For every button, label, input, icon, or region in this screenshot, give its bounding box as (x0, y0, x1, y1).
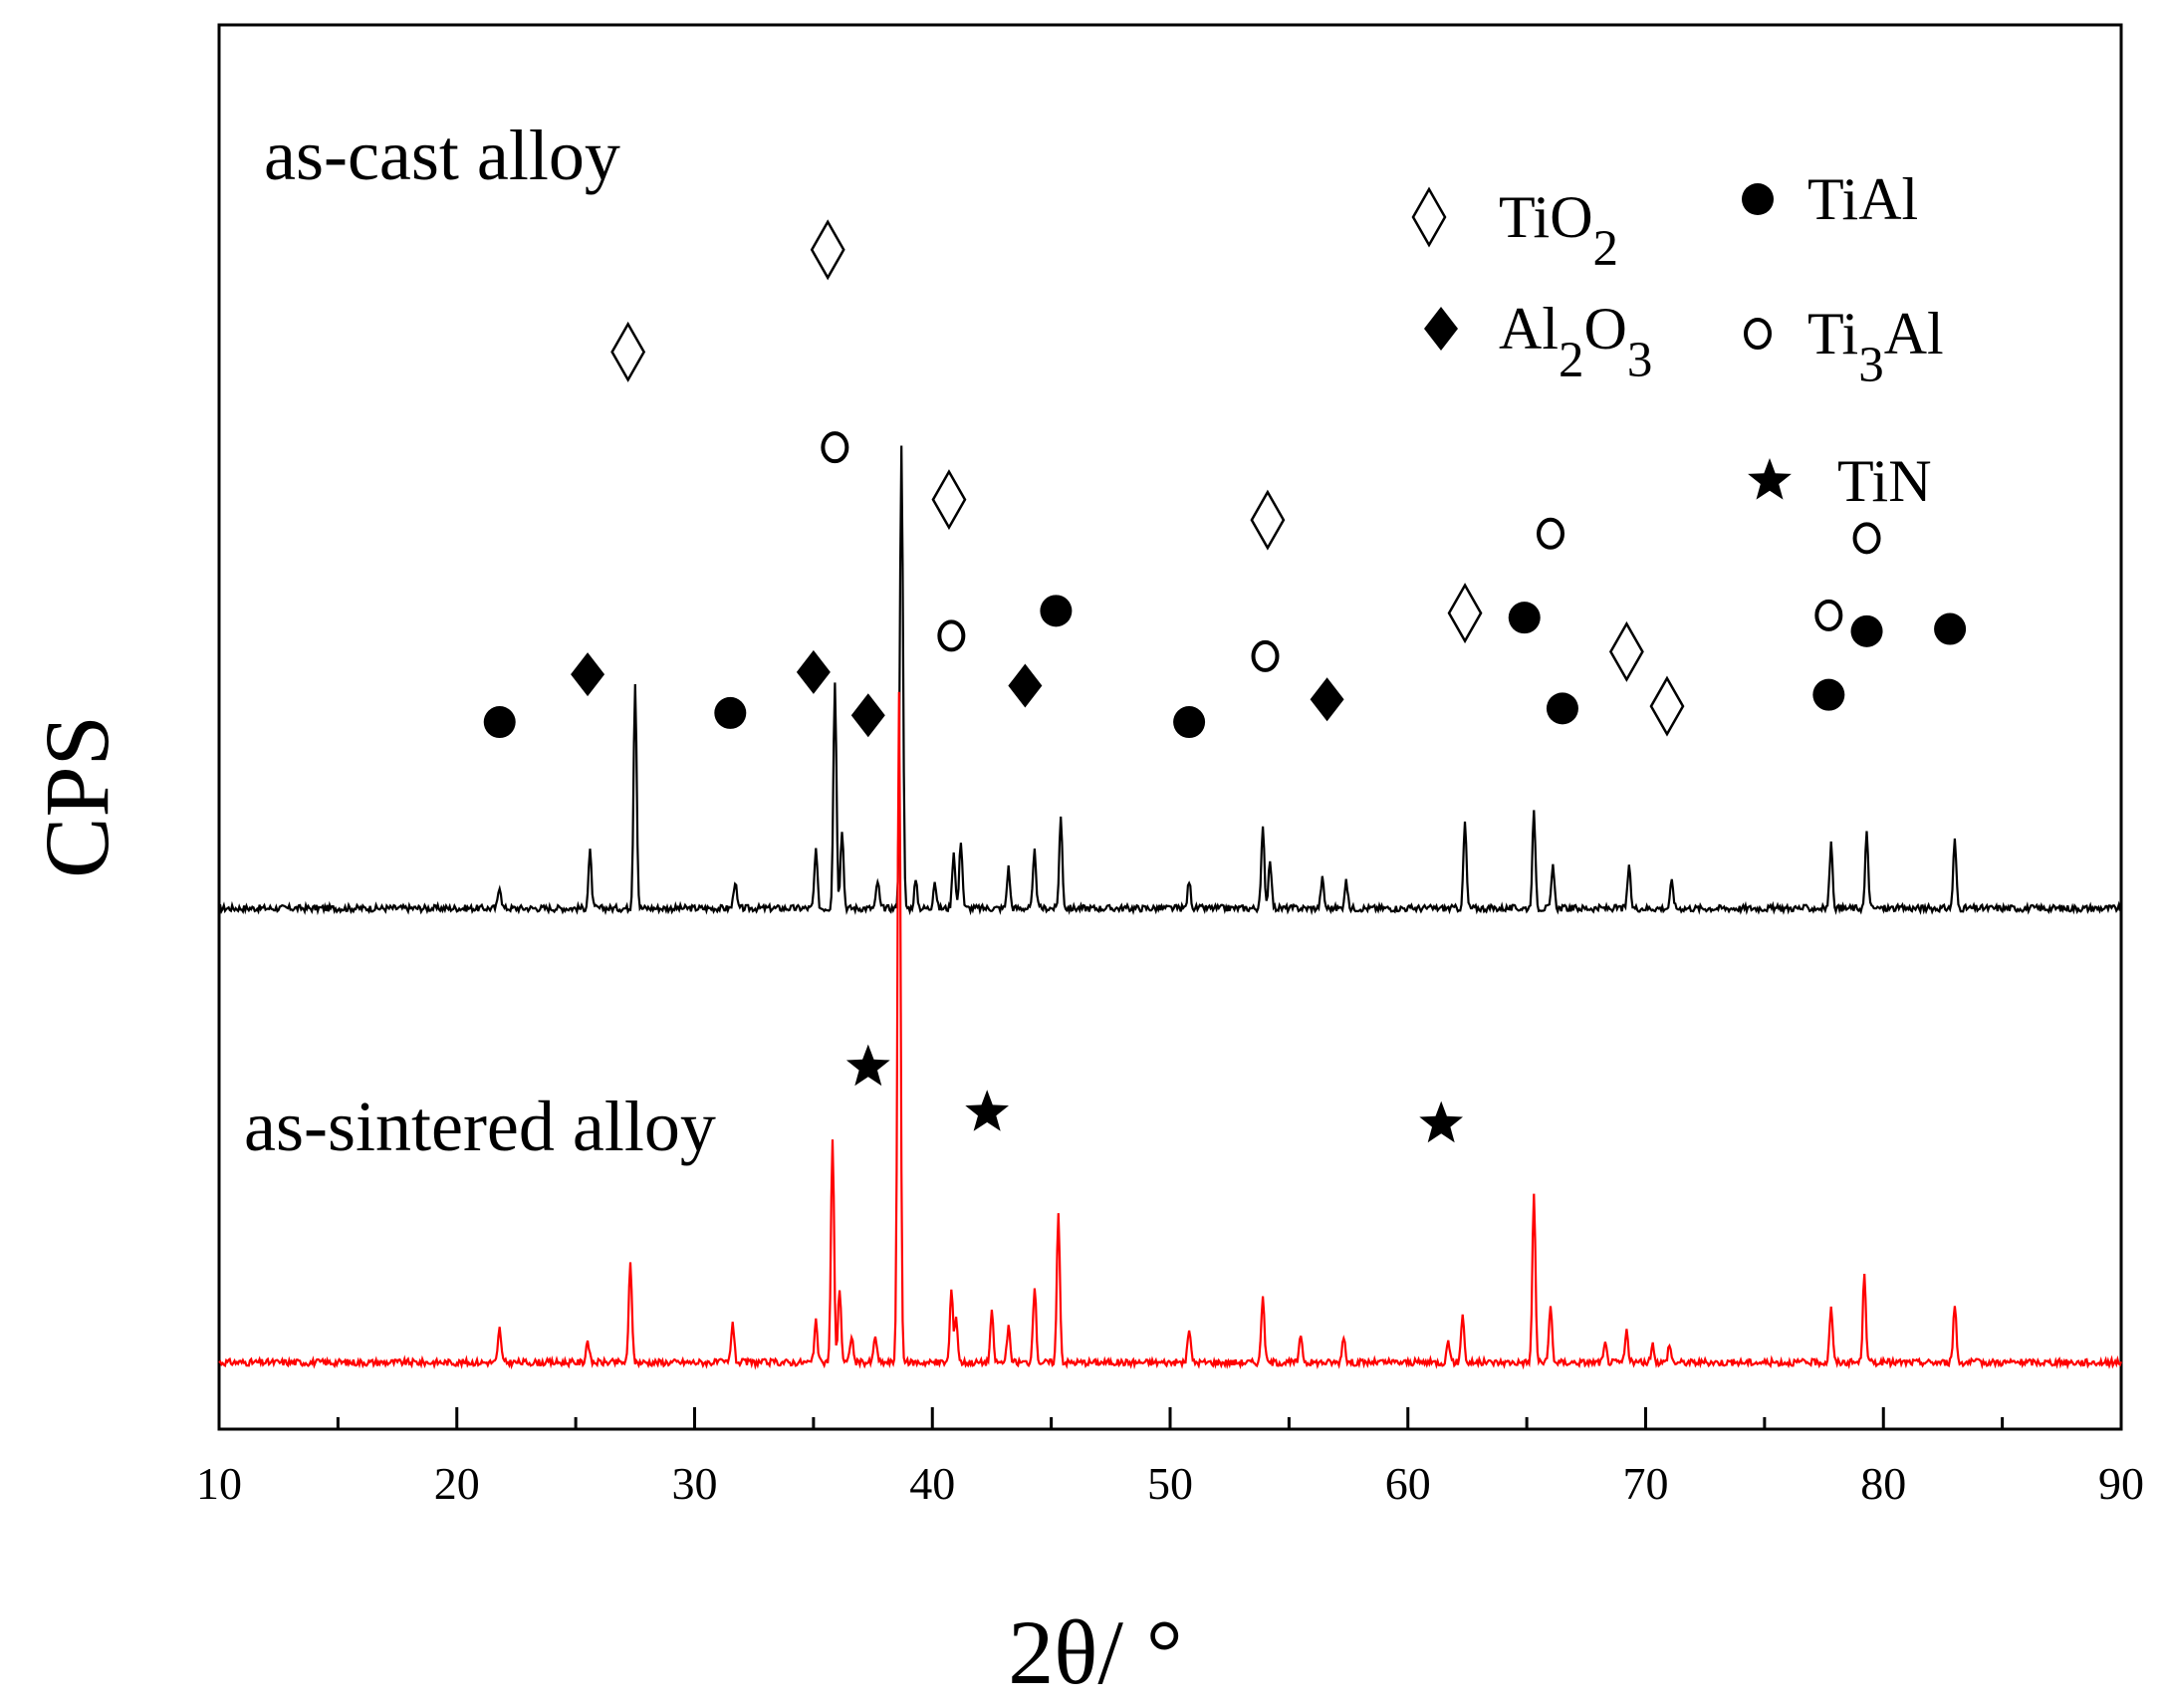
phase-marker-al2o3 (1008, 663, 1043, 708)
phase-marker-tial (1812, 678, 1845, 711)
legend-symbol-filled-star (1748, 458, 1792, 500)
x-tick-label: 50 (1147, 1458, 1193, 1509)
x-tick-label: 60 (1385, 1458, 1431, 1509)
phase-marker-tio2 (931, 469, 967, 531)
phase-marker-al2o3 (796, 649, 831, 694)
phase-marker-tial (1173, 706, 1206, 739)
annotation-as-cast: as-cast alloy (264, 116, 620, 195)
annotation-as-sintered: as-sintered alloy (244, 1087, 716, 1166)
legend-label: Al2O3 (1499, 296, 1652, 388)
x-tick-label: 20 (434, 1458, 480, 1509)
phase-marker-tin (1419, 1100, 1463, 1143)
phase-marker-ti3al (1251, 639, 1280, 672)
series-as-sintered (218, 691, 2123, 1370)
x-axis-label: 2θ/ ° (1008, 1601, 1182, 1703)
x-tick-label: 90 (2098, 1458, 2144, 1509)
phase-marker-ti3al (1814, 599, 1843, 631)
legend-label: Ti3Al (1807, 301, 1944, 393)
phase-marker-ti3al (1537, 517, 1564, 550)
legend-symbol-open-circle (1744, 318, 1772, 350)
phase-marker-al2o3 (1310, 677, 1344, 722)
x-tick-label: 30 (672, 1458, 718, 1509)
phase-marker-tio2 (610, 321, 646, 382)
legend-label: TiO2 (1499, 184, 1618, 277)
legend-symbol-filled-diamond (1424, 307, 1458, 351)
phase-marker-tin (965, 1090, 1009, 1131)
x-tick-label: 40 (909, 1458, 955, 1509)
phase-marker-ti3al (821, 431, 849, 464)
x-axis-ticks: 10 20 30 40 50 60 70 80 90 (196, 1407, 2144, 1509)
x-tick-label: 80 (1860, 1458, 1906, 1509)
phase-marker-ti3al (937, 619, 966, 652)
legend-symbol-filled-circle (1742, 183, 1774, 215)
series-line (218, 691, 2123, 1370)
phase-marker-tio2 (1608, 620, 1644, 682)
phase-marker-tio2 (810, 219, 845, 281)
phase-marker-tial (1546, 692, 1578, 725)
legend-label: TiN (1837, 448, 1932, 514)
series-as-cast (218, 445, 2123, 916)
phase-markers (483, 219, 1967, 1143)
x-tick-label: 10 (196, 1458, 242, 1509)
legend: TiO2 TiAl Al2O3 Ti3Al TiN (1411, 166, 1944, 514)
phase-marker-ti3al (1852, 522, 1881, 555)
series-line (218, 445, 2123, 916)
phase-marker-tin (845, 1044, 890, 1087)
phase-marker-tial (483, 706, 516, 739)
phase-marker-tial (1934, 612, 1967, 645)
phase-marker-tial (1508, 602, 1541, 634)
legend-symbol-open-diamond (1411, 186, 1447, 248)
legend-label: TiAl (1807, 166, 1918, 232)
phase-marker-tial (714, 696, 747, 729)
y-axis-label: CPS (26, 715, 127, 878)
phase-marker-tio2 (1250, 489, 1286, 551)
phase-marker-tio2 (1649, 675, 1685, 737)
phase-marker-al2o3 (850, 693, 885, 738)
phase-marker-al2o3 (571, 652, 605, 697)
x-tick-label: 70 (1623, 1458, 1669, 1509)
phase-marker-tio2 (1447, 583, 1483, 644)
phase-marker-tial (1850, 614, 1883, 647)
phase-marker-tial (1040, 595, 1073, 627)
